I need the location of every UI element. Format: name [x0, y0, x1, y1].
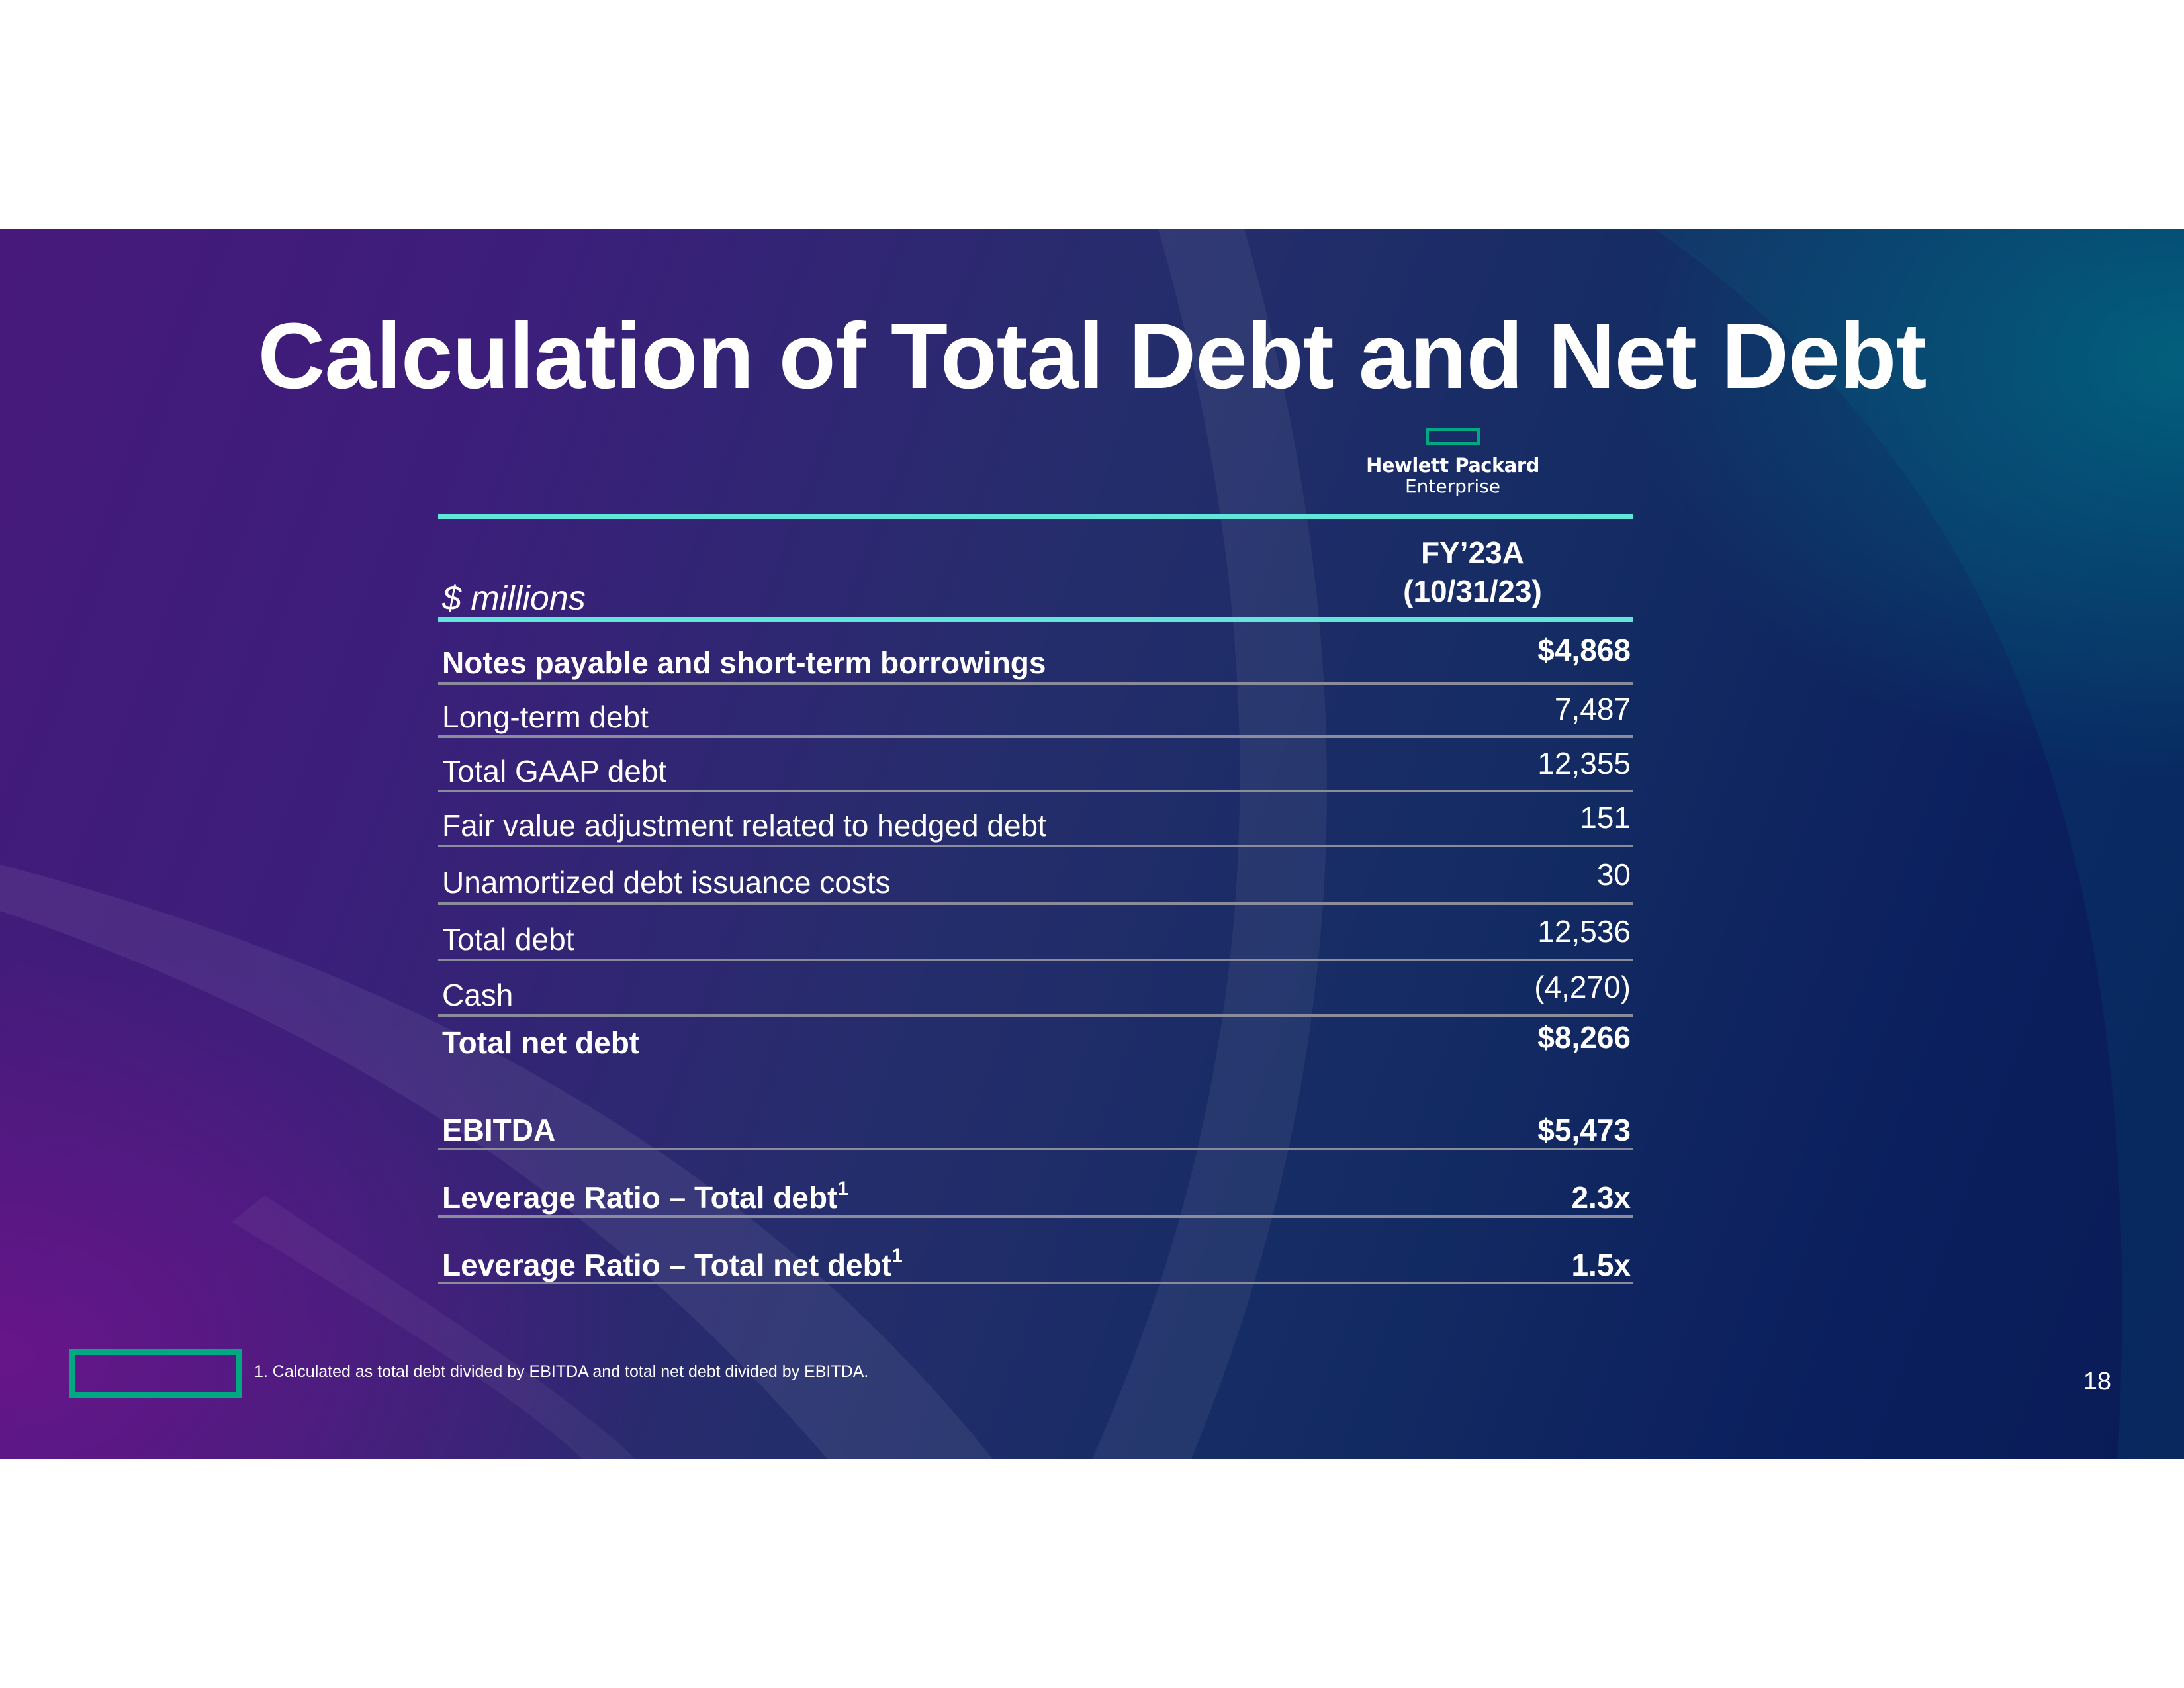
row-label: EBITDA: [442, 1113, 556, 1147]
row-divider: [438, 682, 1633, 685]
logo-text-line2: Enterprise: [1404, 475, 1501, 497]
logo-text-line1: Hewlett Packard: [1366, 454, 1539, 477]
slide-title: Calculation of Total Debt and Net Debt: [257, 303, 1927, 408]
row-value: 12,536: [1537, 914, 1631, 949]
row-divider: [438, 735, 1633, 738]
row-label: Fair value adjustment related to hedged …: [442, 808, 1046, 843]
row-value: 12,355: [1537, 746, 1631, 780]
row-label: Unamortized debt issuance costs: [442, 865, 891, 900]
row-divider: [438, 845, 1633, 847]
row-value: 151: [1580, 800, 1631, 835]
row-label-group: Leverage Ratio – Total debt1: [442, 1178, 848, 1215]
row-value: $8,266: [1537, 1020, 1631, 1055]
hpe-logo: Hewlett Packard Enterprise: [1363, 428, 1542, 497]
hpe-logo-mark: [1426, 428, 1480, 445]
background-swoosh: [0, 229, 2184, 1459]
row-label: Long-term debt: [442, 700, 649, 734]
row-divider: [438, 1282, 1633, 1284]
hpe-element-mark: [69, 1349, 242, 1398]
page-number: 18: [2083, 1368, 2111, 1395]
row-value: 1.5x: [1571, 1248, 1631, 1282]
row-value: $5,473: [1537, 1113, 1631, 1147]
table-top-rule: [438, 514, 1633, 519]
slide: Calculation of Total Debt and Net Debt H…: [0, 229, 2184, 1459]
column-header: FY’23A (10/31/23): [1350, 534, 1595, 610]
row-value: (4,270): [1534, 970, 1631, 1004]
row-value: 7,487: [1554, 692, 1631, 726]
row-label: Leverage Ratio – Total debt: [442, 1180, 838, 1215]
row-divider: [438, 1148, 1633, 1150]
footnote-marker: 1: [891, 1245, 903, 1267]
footnote-marker: 1: [837, 1178, 848, 1199]
table-header-rule: [438, 617, 1633, 622]
row-value: 2.3x: [1571, 1180, 1631, 1215]
row-label: Cash: [442, 978, 514, 1012]
row-label: Total net debt: [442, 1025, 640, 1060]
row-divider: [438, 790, 1633, 792]
unit-label: $ millions: [442, 579, 586, 618]
row-label: Total debt: [442, 922, 574, 957]
row-divider: [438, 1014, 1633, 1017]
row-label-group: Leverage Ratio – Total net debt1: [442, 1245, 903, 1283]
footnote: 1. Calculated as total debt divided by E…: [254, 1362, 869, 1381]
row-value: 30: [1596, 857, 1631, 892]
row-label: Notes payable and short-term borrowings: [442, 645, 1046, 680]
row-divider: [438, 959, 1633, 961]
row-label: Leverage Ratio – Total net debt: [442, 1248, 892, 1282]
row-divider: [438, 1215, 1633, 1218]
row-divider: [438, 902, 1633, 905]
row-value: $4,868: [1537, 633, 1631, 667]
column-header-date: (10/31/23): [1403, 574, 1542, 608]
column-header-period: FY’23A: [1421, 536, 1524, 570]
row-label: Total GAAP debt: [442, 754, 667, 788]
